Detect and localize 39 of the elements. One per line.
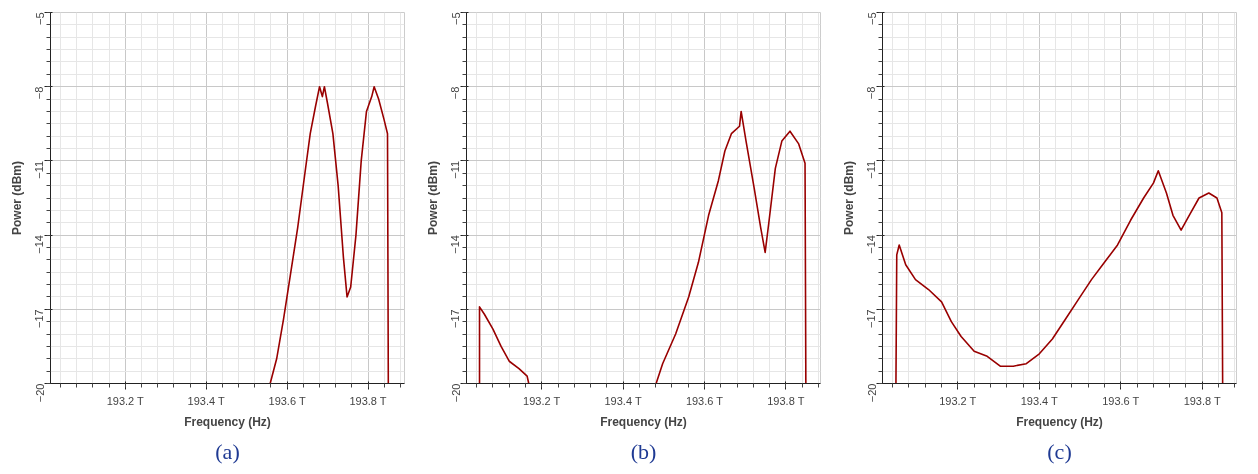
x-tick-label: 193.8 T <box>1183 394 1222 407</box>
y-axis-title: Power (dBm) <box>841 160 856 235</box>
x-tick-label: 193.2 T <box>939 394 977 407</box>
x-axis-title: Frequency (Hz) <box>600 414 687 429</box>
y-tick-label: −17 <box>865 309 878 328</box>
x-tick-label: 193.8 T <box>767 394 805 407</box>
y-tick-label: −14 <box>33 235 46 254</box>
x-tick-label: 193.8 T <box>349 394 387 407</box>
y-axis-title: Power (dBm) <box>425 160 440 235</box>
y-tick-label: −17 <box>449 309 462 328</box>
x-tick-label: 193.4 T <box>604 394 642 407</box>
x-tick-label: 193.6 T <box>1102 394 1140 407</box>
y-tick-label: −8 <box>449 86 462 100</box>
y-tick-label: −17 <box>33 309 46 328</box>
x-tick-label: 193.2 T <box>106 394 145 407</box>
y-tick-label: −14 <box>865 235 878 254</box>
x-tick-label: 193.4 T <box>187 394 225 407</box>
y-tick-label: −8 <box>865 86 878 100</box>
x-tick-label: 193.4 T <box>1020 394 1059 407</box>
y-tick-label: −5 <box>33 12 46 26</box>
y-tick-label: −11 <box>33 160 46 179</box>
y-tick-label: −20 <box>865 383 878 403</box>
y-tick-label: −5 <box>865 12 878 26</box>
y-tick-label: −8 <box>33 86 46 100</box>
x-axis-title: Frequency (Hz) <box>184 414 271 429</box>
text: (a) <box>215 438 240 464</box>
y-tick-label: −20 <box>33 383 46 403</box>
y-tick-label: −11 <box>865 160 878 179</box>
x-tick-label: 193.6 T <box>685 394 724 407</box>
y-tick-label: −11 <box>449 160 462 179</box>
x-tick-label: 193.6 T <box>268 394 306 407</box>
y-tick-label: −5 <box>449 12 462 26</box>
y-tick-label: −20 <box>449 383 462 403</box>
x-tick-label: 193.2 T <box>523 394 561 407</box>
x-axis-title: Frequency (Hz) <box>1016 414 1103 429</box>
y-tick-label: −14 <box>449 235 462 254</box>
text: (b) <box>630 438 657 464</box>
y-axis-title: Power (dBm) <box>9 160 24 235</box>
text: (c) <box>1047 438 1072 464</box>
